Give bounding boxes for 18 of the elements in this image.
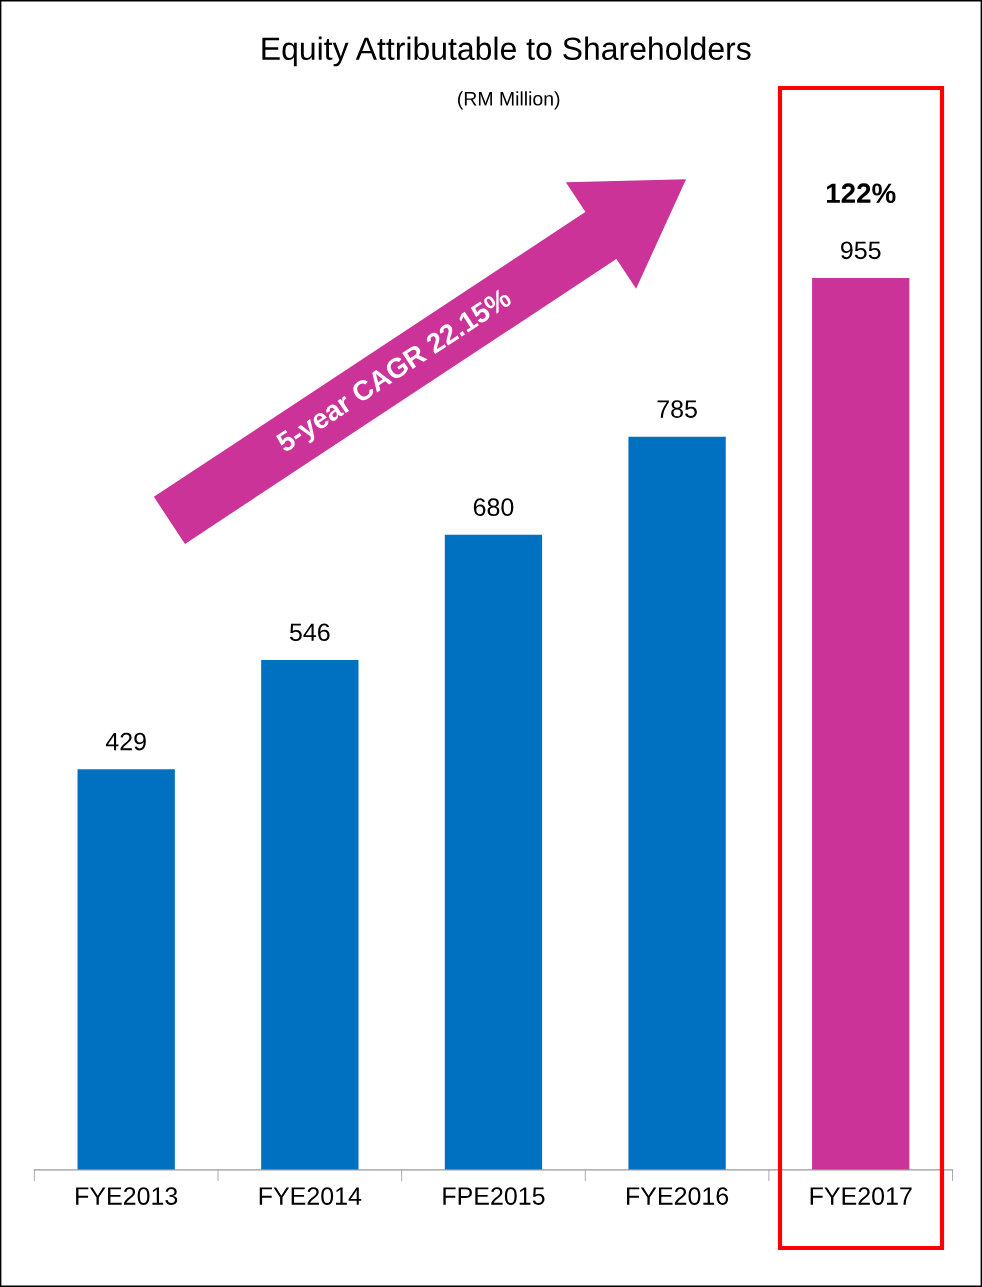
text: 122% [826,183,896,203]
data-label: 680 [473,498,514,516]
data-label: 785 [657,400,697,418]
bar [812,277,910,1170]
data-label: 429 [105,732,146,751]
bar [261,659,359,1170]
x-tick-label: FYE2014 [259,1187,362,1205]
data-label: 955 [841,241,881,260]
x-tick-label: FPE2015 [443,1187,545,1205]
x-tick-label: FYE2013 [76,1187,178,1205]
data-label: 546 [289,623,330,642]
x-tick-label: FYE2016 [627,1187,729,1205]
bar [628,436,726,1170]
bar [77,769,175,1170]
x-tick-label: FYE2017 [810,1187,912,1205]
chart-subtitle: (RM Million) [458,91,560,110]
bar [444,534,543,1170]
chart-title: Equity Attributable to Shareholders [262,36,751,67]
